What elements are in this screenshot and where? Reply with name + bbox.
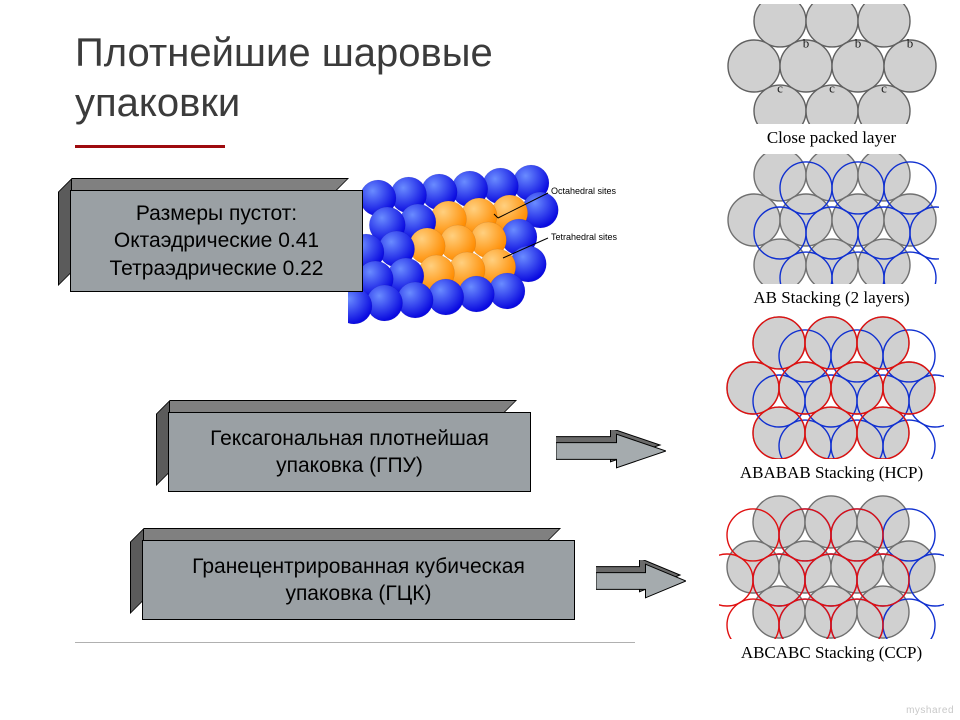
title-accent-underline <box>75 145 225 148</box>
abc-diagram: ABCABC Stacking (CCP) <box>709 489 954 669</box>
fcc-text: Гранецентрированная кубическаяупаковка (… <box>192 553 525 608</box>
bottom-divider <box>75 642 635 643</box>
closepacked-diagram: b b b c c c Close packed layer <box>709 4 954 154</box>
svg-text:c: c <box>829 81 835 96</box>
center-3d-packing: Octahedral sites Tetrahedral sites <box>348 158 618 358</box>
svg-text:c: c <box>777 81 783 96</box>
abc-label: ABCABC Stacking (CCP) <box>741 643 922 663</box>
slide-root: Плотнейшие шаровыеупаковки Размеры пусто… <box>0 0 960 720</box>
svg-text:b: b <box>854 35 861 50</box>
svg-text:Tetrahedral sites: Tetrahedral sites <box>551 232 618 242</box>
svg-text:c: c <box>881 81 887 96</box>
closepacked-label: Close packed layer <box>767 128 896 148</box>
voids-line2: Октаэдрические 0.41 <box>110 227 324 254</box>
ab-diagram: AB Stacking (2 layers) <box>709 154 954 314</box>
fcc-box-face: Гранецентрированная кубическаяупаковка (… <box>142 540 575 620</box>
svg-text:b: b <box>906 35 913 50</box>
svg-text:Octahedral sites: Octahedral sites <box>551 186 617 196</box>
right-diagram-column: b b b c c c Close packed layer AB Stacking (2… <box>709 4 954 669</box>
arrow-to-ccp-diagram <box>596 560 686 602</box>
page-title: Плотнейшие шаровыеупаковки <box>75 28 493 128</box>
ab-label: AB Stacking (2 layers) <box>753 288 909 308</box>
abab-label: ABABAB Stacking (HCP) <box>740 463 923 483</box>
voids-line3: Тетраэдрические 0.22 <box>110 255 324 282</box>
arrow-to-hcp-diagram <box>556 430 666 472</box>
voids-box: Размеры пустот: Октаэдрические 0.41 Тетр… <box>70 190 363 292</box>
voids-line1: Размеры пустот: <box>110 200 324 227</box>
voids-box-face: Размеры пустот: Октаэдрические 0.41 Тетр… <box>70 190 363 292</box>
hcp-box-face: Гексагональная плотнейшаяупаковка (ГПУ) <box>168 412 531 492</box>
watermark: myshared <box>906 705 954 716</box>
svg-text:b: b <box>802 35 809 50</box>
title-line1: Плотнейшие шаровыеупаковки <box>75 31 493 125</box>
abab-diagram: ABABAB Stacking (HCP) <box>709 314 954 489</box>
fcc-box: Гранецентрированная кубическаяупаковка (… <box>142 540 575 620</box>
hcp-text: Гексагональная плотнейшаяупаковка (ГПУ) <box>210 425 489 480</box>
hcp-box: Гексагональная плотнейшаяупаковка (ГПУ) <box>168 412 531 492</box>
